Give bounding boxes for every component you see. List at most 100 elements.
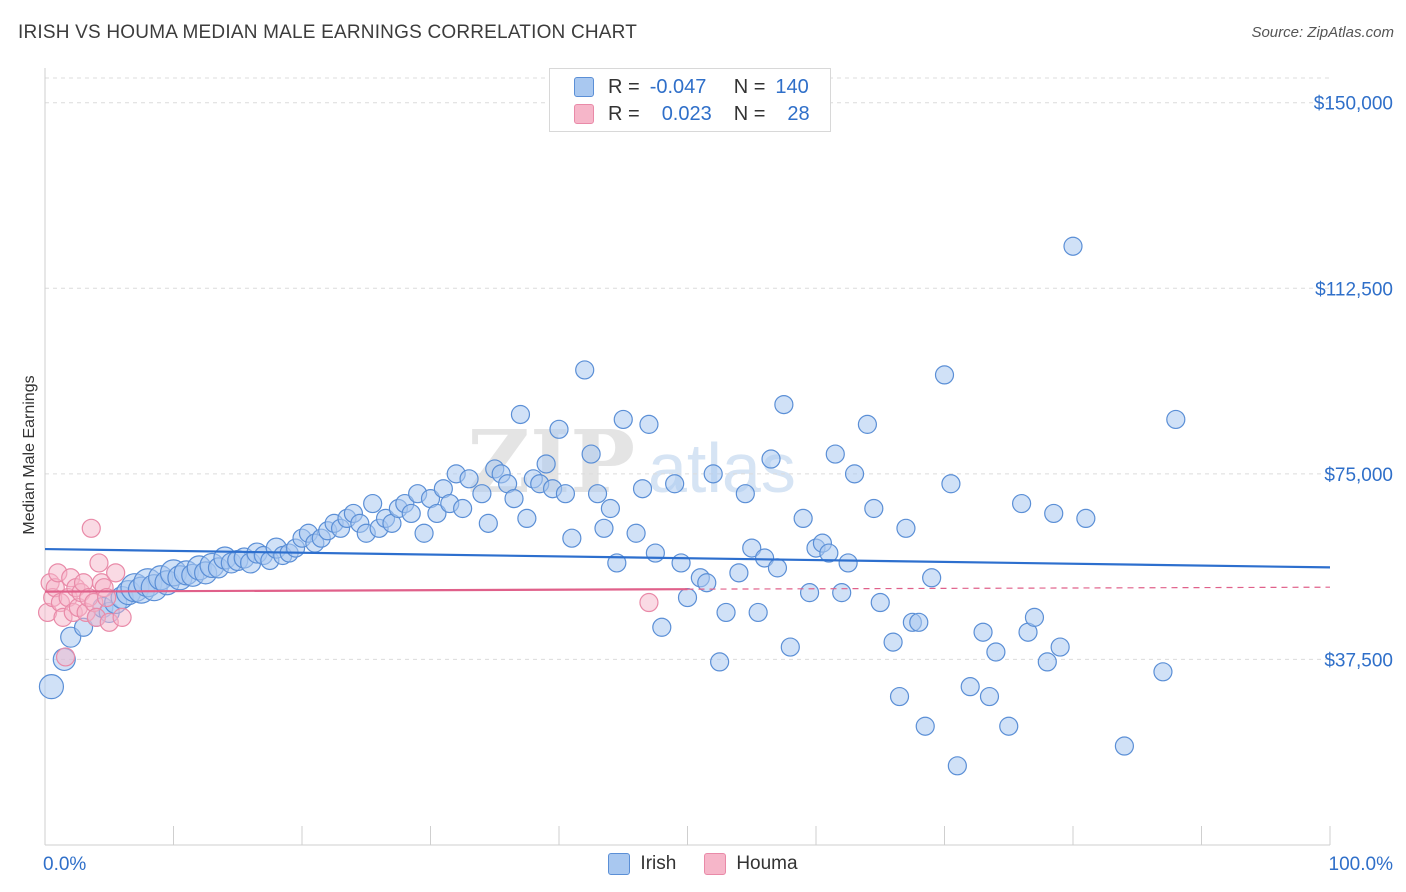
houma-trend-line-extrapolated bbox=[687, 586, 1331, 590]
irish-point bbox=[645, 543, 665, 563]
legend-label-houma: Houma bbox=[736, 853, 798, 874]
houma-point bbox=[106, 563, 126, 583]
irish-point bbox=[838, 553, 858, 573]
y-tick-label: $75,000 bbox=[1324, 465, 1393, 486]
irish-point bbox=[819, 543, 839, 563]
irish-point bbox=[677, 587, 698, 608]
irish-point bbox=[973, 622, 993, 642]
irish-point bbox=[979, 686, 1000, 707]
irish-point bbox=[735, 484, 755, 504]
irish-point bbox=[896, 518, 916, 538]
y-tick-label: $37,500 bbox=[1324, 650, 1393, 671]
series-legend: Irish Houma bbox=[0, 852, 1406, 876]
irish-point bbox=[716, 602, 736, 623]
y-tick-label: $112,500 bbox=[1315, 279, 1393, 300]
irish-point bbox=[504, 489, 524, 509]
houma-trend-line bbox=[44, 588, 688, 593]
houma-point bbox=[55, 647, 76, 667]
legend-row-houma: R = 0.023 N = 28 bbox=[574, 101, 810, 127]
source-label: Source: ZipAtlas.com bbox=[1251, 24, 1394, 41]
x-tick-label: 0.0% bbox=[43, 854, 86, 875]
irish-point bbox=[774, 394, 794, 415]
irish-point bbox=[729, 563, 749, 583]
irish-point bbox=[754, 548, 775, 568]
irish-point bbox=[665, 474, 685, 494]
irish-point bbox=[915, 716, 935, 736]
irish-point bbox=[1076, 508, 1096, 529]
irish-point bbox=[697, 573, 717, 593]
houma-legend-icon bbox=[704, 853, 727, 875]
irish-point bbox=[825, 444, 845, 464]
irish-point bbox=[600, 498, 621, 519]
legend-label-irish: Irish bbox=[640, 853, 677, 874]
irish-point bbox=[401, 503, 421, 524]
houma-point bbox=[81, 518, 101, 538]
irish-point bbox=[1114, 736, 1135, 756]
irish-point bbox=[761, 449, 781, 469]
irish-point bbox=[922, 568, 942, 588]
legend-item-irish[interactable]: Irish bbox=[608, 853, 676, 875]
irish-point bbox=[1153, 662, 1173, 682]
irish-point bbox=[594, 518, 614, 538]
irish-point bbox=[536, 454, 556, 474]
legend-r-value: 0.023 bbox=[661, 102, 712, 125]
irish-point bbox=[510, 404, 531, 425]
houma-point bbox=[112, 607, 132, 627]
irish-point bbox=[38, 674, 65, 700]
irish-point bbox=[613, 409, 633, 430]
irish-point bbox=[986, 642, 1006, 662]
irish-point bbox=[363, 493, 383, 514]
x-tick-label: 100.0% bbox=[1329, 854, 1394, 875]
irish-point bbox=[742, 538, 762, 558]
houma-swatch-icon bbox=[574, 104, 594, 124]
irish-point bbox=[459, 469, 479, 489]
y-tick-label: $150,000 bbox=[1314, 94, 1393, 115]
irish-point bbox=[1166, 409, 1186, 430]
irish-point bbox=[909, 612, 929, 632]
irish-point bbox=[607, 553, 627, 573]
irish-point bbox=[832, 583, 852, 603]
irish-point bbox=[1063, 236, 1083, 256]
irish-point bbox=[581, 444, 601, 464]
irish-point bbox=[517, 508, 537, 529]
irish-point bbox=[941, 474, 961, 494]
legend-r-label: R = bbox=[608, 75, 640, 98]
irish-point bbox=[947, 756, 967, 776]
irish-point bbox=[844, 464, 865, 484]
irish-point bbox=[799, 583, 820, 603]
irish-point bbox=[453, 498, 473, 519]
irish-point bbox=[883, 632, 903, 652]
irish-trend-line bbox=[44, 547, 1331, 569]
irish-point bbox=[934, 365, 955, 385]
irish-point bbox=[960, 677, 980, 697]
irish-point bbox=[414, 523, 434, 543]
irish-point bbox=[999, 716, 1019, 736]
irish-swatch-icon bbox=[574, 77, 594, 97]
irish-point bbox=[710, 652, 730, 672]
legend-n-value: 140 bbox=[775, 75, 809, 98]
irish-point bbox=[857, 414, 878, 434]
legend-n-label: N = bbox=[733, 75, 766, 98]
irish-point bbox=[780, 637, 800, 657]
irish-point bbox=[1037, 652, 1057, 672]
houma-point bbox=[89, 553, 109, 573]
irish-point bbox=[562, 528, 582, 548]
irish-point bbox=[639, 414, 659, 434]
legend-n-label: N = bbox=[733, 102, 766, 125]
legend-item-houma[interactable]: Houma bbox=[704, 853, 798, 875]
irish-point bbox=[549, 419, 569, 439]
houma-point bbox=[639, 592, 659, 613]
irish-point bbox=[626, 523, 646, 543]
chart-title: IRISH VS HOUMA MEDIAN MALE EARNINGS CORR… bbox=[18, 22, 638, 43]
irish-point bbox=[632, 479, 653, 499]
irish-point bbox=[1024, 607, 1045, 627]
irish-point bbox=[1011, 493, 1032, 514]
irish-point bbox=[748, 602, 768, 623]
legend-n-value: 28 bbox=[787, 102, 810, 125]
irish-point bbox=[575, 360, 595, 380]
correlation-legend: R = -0.047 N = 140 R = 0.023 N = 28 bbox=[549, 68, 831, 132]
irish-point bbox=[555, 484, 576, 504]
irish-legend-icon bbox=[608, 853, 631, 875]
legend-r-value: -0.047 bbox=[649, 75, 707, 98]
